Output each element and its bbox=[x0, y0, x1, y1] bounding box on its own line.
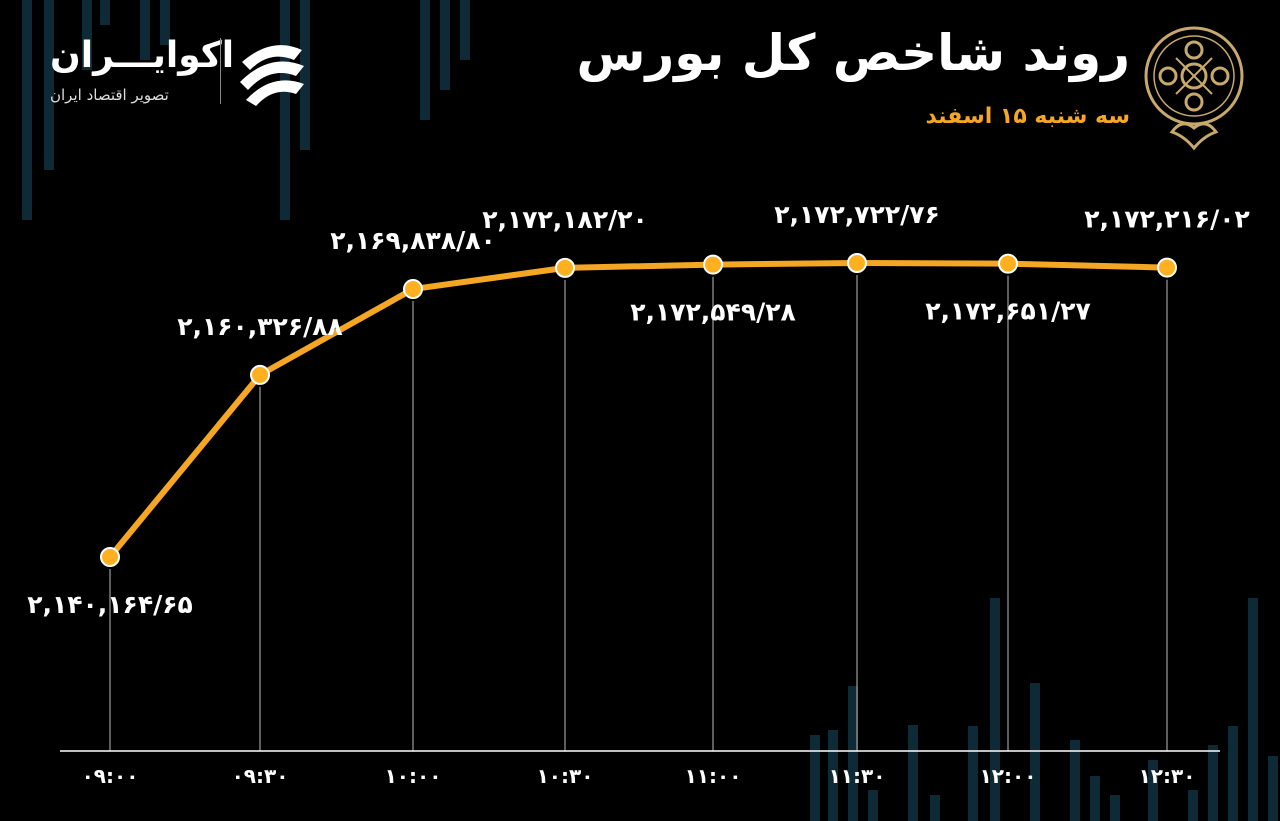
decor-candle bbox=[868, 790, 878, 821]
data-label: ۲,۱۶۰,۳۲۶/۸۸ bbox=[177, 312, 342, 341]
decor-candle bbox=[1090, 776, 1100, 821]
decor-candle bbox=[44, 0, 54, 170]
stacked-chevrons-icon bbox=[240, 45, 304, 106]
data-point bbox=[555, 257, 575, 278]
data-label: ۲,۱۷۲,۵۴۹/۲۸ bbox=[630, 298, 795, 327]
decor-candle bbox=[990, 598, 1000, 821]
decor-candle bbox=[1070, 740, 1080, 821]
brand-divider bbox=[220, 38, 221, 104]
data-point bbox=[998, 253, 1018, 274]
data-label: ۲,۱۷۲,۶۵۱/۲۷ bbox=[925, 297, 1090, 326]
x-tick-label: ۱۱:۳۰ bbox=[829, 764, 886, 788]
stock-exchange-emblem-icon bbox=[1144, 26, 1244, 151]
decor-candle bbox=[300, 0, 310, 150]
x-tick-label: ۱۱:۰۰ bbox=[685, 764, 742, 788]
x-tick-label: ۰۹:۳۰ bbox=[232, 764, 289, 788]
index-series-line bbox=[107, 260, 1170, 560]
decor-candle bbox=[100, 0, 110, 25]
data-label: ۲,۱۷۲,۷۲۲/۷۶ bbox=[774, 200, 939, 229]
decor-candle bbox=[1110, 795, 1120, 821]
decor-candle bbox=[968, 726, 978, 821]
brand-name: اکوایـــران bbox=[50, 35, 235, 76]
decor-candle bbox=[1268, 756, 1278, 821]
decor-candle bbox=[460, 0, 470, 60]
data-label: ۲,۱۷۲,۲۱۶/۰۲ bbox=[1084, 205, 1249, 234]
page-subtitle: سه شنبه ۱۵ اسفند bbox=[925, 104, 1130, 129]
data-point bbox=[703, 254, 723, 275]
page-title: روند شاخص کل بورس bbox=[576, 24, 1130, 82]
decor-candle bbox=[82, 0, 92, 70]
decor-candle bbox=[848, 686, 858, 821]
brand-tagline: تصویر اقتصاد ایران bbox=[50, 86, 169, 104]
data-point bbox=[100, 547, 120, 567]
decor-candle bbox=[930, 795, 940, 821]
x-tick-label: ۱۰:۳۰ bbox=[537, 764, 594, 788]
decor-candle bbox=[140, 0, 150, 60]
data-point bbox=[403, 279, 423, 300]
decor-candle bbox=[1148, 760, 1158, 821]
decor-candle bbox=[810, 735, 820, 821]
x-tick-label: ۱۲:۳۰ bbox=[1139, 764, 1196, 788]
decor-candle bbox=[160, 0, 170, 45]
background-candles-decor bbox=[22, 0, 1278, 821]
decor-candle bbox=[280, 0, 290, 220]
data-label: ۲,۱۶۹,۸۳۸/۸۰ bbox=[330, 226, 495, 255]
decor-candle bbox=[440, 0, 450, 90]
x-tick-label: ۰۹:۰۰ bbox=[82, 764, 139, 788]
x-tick-label: ۱۰:۰۰ bbox=[385, 764, 442, 788]
x-tick-label: ۱۲:۰۰ bbox=[980, 764, 1037, 788]
data-label: ۲,۱۷۲,۱۸۲/۲۰ bbox=[482, 205, 647, 234]
data-label: ۲,۱۴۰,۱۶۴/۶۵ bbox=[27, 590, 192, 619]
decor-candle bbox=[828, 730, 838, 821]
decor-candle bbox=[1030, 683, 1040, 821]
decor-candle bbox=[22, 0, 32, 220]
decor-candle bbox=[1188, 790, 1198, 821]
vertical-guide-lines bbox=[109, 275, 1168, 751]
data-point bbox=[1157, 257, 1177, 278]
decor-candle bbox=[1228, 726, 1238, 821]
data-point bbox=[250, 364, 270, 385]
decor-candle bbox=[1248, 598, 1258, 821]
decor-candle bbox=[908, 725, 918, 821]
data-point bbox=[847, 253, 867, 273]
decor-candle bbox=[1208, 745, 1218, 821]
decor-candle bbox=[420, 0, 430, 120]
